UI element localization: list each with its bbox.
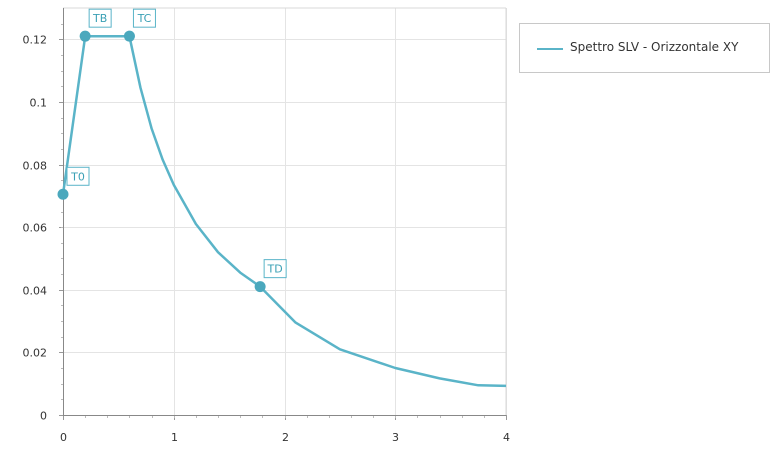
point-markers: T0 TB TC TD — [57, 8, 287, 293]
legend-swatch — [537, 48, 563, 50]
point-label-box — [132, 8, 156, 28]
point-label-box — [263, 259, 287, 279]
point-marker-tc — [123, 30, 135, 42]
point-label-td: TD — [267, 263, 283, 276]
grid-lines — [63, 8, 507, 415]
y-tick-label: 0.04 — [23, 285, 48, 298]
x-tick-label: 1 — [171, 431, 178, 444]
y-tick-label: 0.02 — [23, 347, 48, 360]
legend: Spettro SLV - Orizzontale XY — [519, 23, 770, 73]
point-label-tc: TC — [137, 12, 152, 25]
point-label-tb: TB — [92, 12, 107, 25]
point-label-t0: T0 — [70, 170, 85, 183]
axes — [59, 7, 507, 420]
x-tick-label: 0 — [60, 431, 67, 444]
x-tick-label: 2 — [282, 431, 289, 444]
y-tick-label: 0.1 — [30, 97, 48, 110]
point-marker-t0 — [57, 188, 69, 200]
point-label-box — [66, 166, 90, 186]
spectrum-chart: 0 0.02 0.04 0.06 0.08 0.1 0.12 0 1 2 3 4 T0 TB TC TD — [23, 7, 511, 445]
series-line — [61, 34, 507, 388]
x-tick-label: 3 — [392, 431, 399, 444]
legend-series-label: Spettro SLV - Orizzontale XY — [570, 40, 739, 54]
x-tick-label: 4 — [503, 431, 510, 444]
point-marker-tb — [79, 30, 91, 42]
y-tick-label: 0.08 — [23, 160, 48, 173]
y-tick-label: 0.06 — [23, 222, 48, 235]
series-layer — [61, 34, 507, 388]
y-tick-label: 0 — [40, 410, 47, 423]
point-marker-td — [254, 281, 266, 293]
tick-labels: 0 0.02 0.04 0.06 0.08 0.1 0.12 0 1 2 3 4 — [23, 34, 511, 445]
y-tick-label: 0.12 — [23, 34, 48, 47]
point-label-box — [88, 8, 112, 28]
